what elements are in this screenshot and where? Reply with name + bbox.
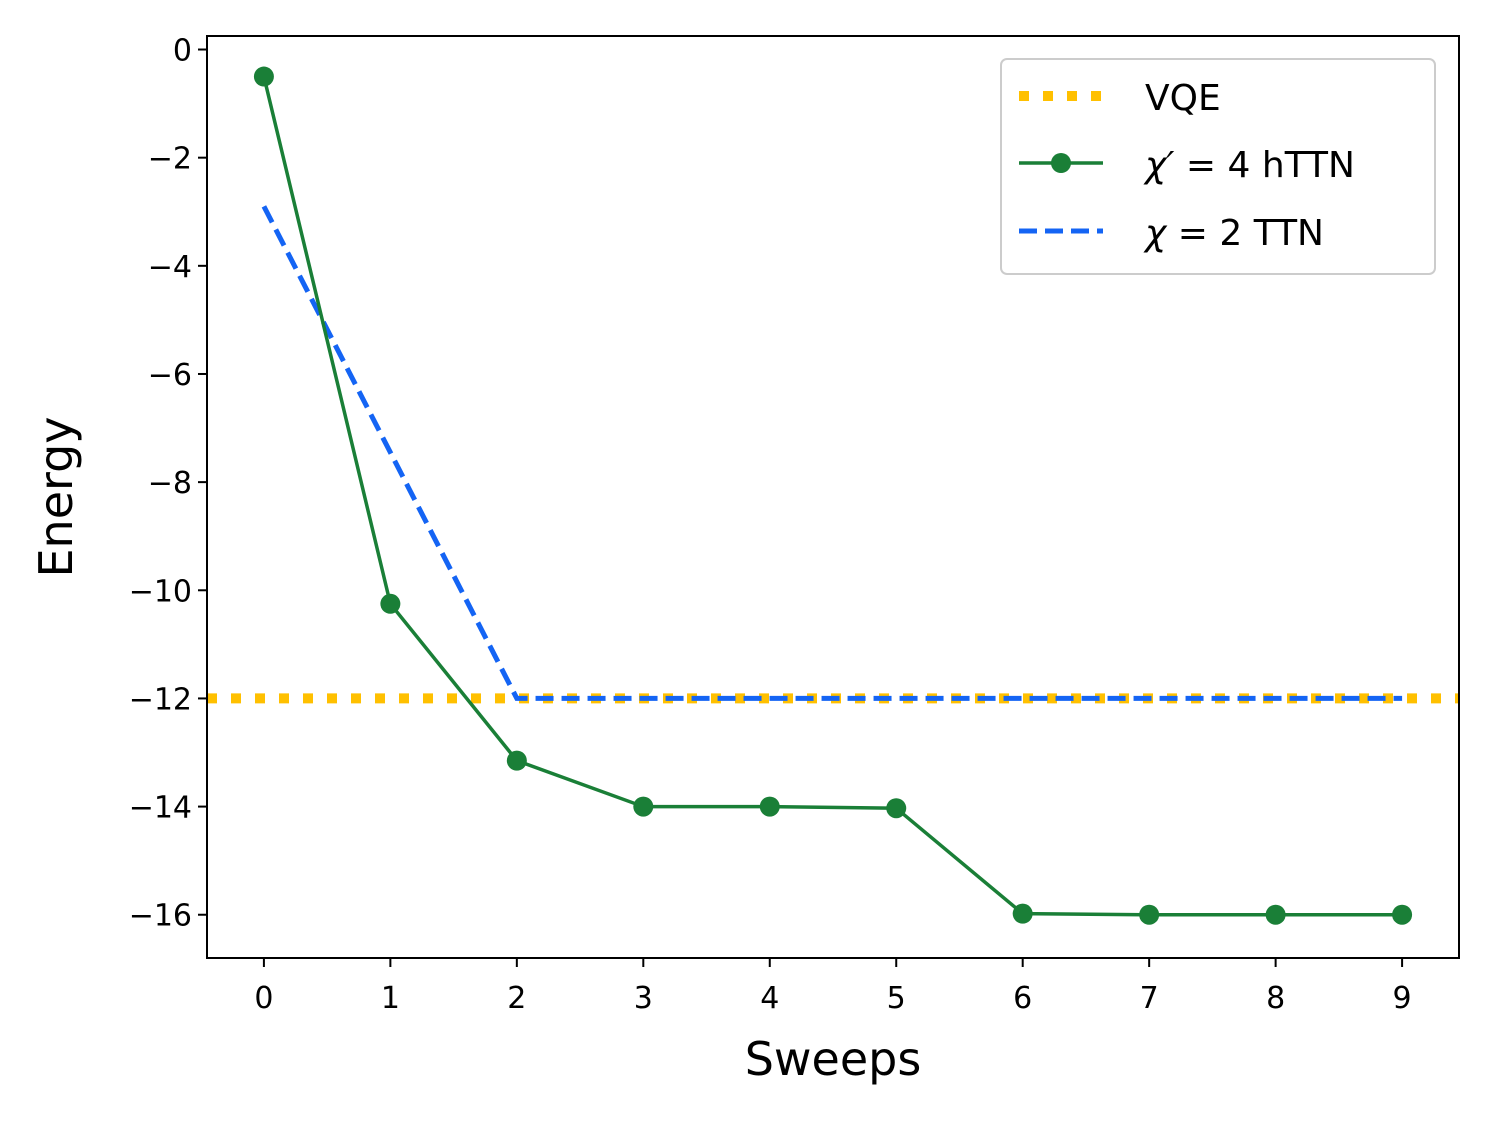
x-tick-label: 9 bbox=[1393, 981, 1412, 1016]
legend: VQE χ′ = 4 hTTN χ = 2 TTN bbox=[1000, 58, 1436, 275]
y-tick-label: −16 bbox=[129, 899, 192, 934]
y-axis-title: Energy bbox=[29, 416, 83, 577]
ttn-series-line bbox=[261, 205, 1403, 701]
x-tick-label: 5 bbox=[887, 981, 906, 1016]
x-tick-label: 7 bbox=[1140, 981, 1159, 1016]
series-layer bbox=[207, 66, 1459, 925]
htttn-data-point bbox=[506, 750, 527, 771]
legend-label-vqe: VQE bbox=[1145, 78, 1221, 119]
y-tick-label: −4 bbox=[148, 250, 192, 285]
y-tick-label: −8 bbox=[148, 466, 192, 501]
legend-entry-vqe: VQE bbox=[1019, 78, 1221, 119]
legend-box bbox=[1000, 58, 1436, 275]
x-tick-label: 8 bbox=[1266, 981, 1285, 1016]
legend-label-htttn: χ′ = 4 hTTN bbox=[1143, 145, 1355, 186]
x-tick-label: 3 bbox=[634, 981, 653, 1016]
htttn-data-point bbox=[1139, 904, 1160, 925]
y-tick-label: −10 bbox=[129, 574, 192, 609]
htttn-data-point bbox=[1265, 904, 1286, 925]
legend-label-ttn: χ = 2 TTN bbox=[1143, 213, 1324, 254]
legend-entry-htttn: χ′ = 4 hTTN bbox=[1019, 145, 1355, 186]
x-tick-label: 6 bbox=[1013, 981, 1032, 1016]
legend-entry-ttn: χ = 2 TTN bbox=[1019, 213, 1324, 254]
htttn-data-point bbox=[253, 66, 274, 87]
htttn-data-point bbox=[1012, 903, 1033, 924]
htttn-data-point bbox=[1392, 904, 1413, 925]
plot-frame bbox=[206, 35, 1460, 959]
legend-marker-htttn bbox=[1051, 153, 1071, 173]
y-tick-label: −12 bbox=[129, 682, 192, 717]
x-tick-label: 0 bbox=[254, 981, 273, 1016]
y-tick-label: −6 bbox=[148, 358, 192, 393]
htttn-data-point bbox=[380, 593, 401, 614]
htttn-data-point bbox=[886, 798, 907, 819]
x-axis-ticks: 0 1 2 3 4 5 6 7 8 9 bbox=[254, 958, 1412, 1016]
y-axis-ticks: 0 −2 −4 −6 −8 −10 −12 −14 −16 bbox=[129, 34, 207, 934]
htttn-data-point bbox=[759, 796, 780, 817]
htttn-series-line bbox=[262, 76, 1403, 917]
y-tick-label: 0 bbox=[173, 34, 192, 69]
x-tick-label: 4 bbox=[760, 981, 779, 1016]
x-axis-title: Sweeps bbox=[745, 1032, 922, 1086]
y-tick-label: −14 bbox=[129, 791, 192, 826]
x-tick-label: 1 bbox=[381, 981, 400, 1016]
htttn-data-point bbox=[633, 796, 654, 817]
x-tick-label: 2 bbox=[507, 981, 526, 1016]
y-tick-label: −2 bbox=[148, 142, 192, 177]
